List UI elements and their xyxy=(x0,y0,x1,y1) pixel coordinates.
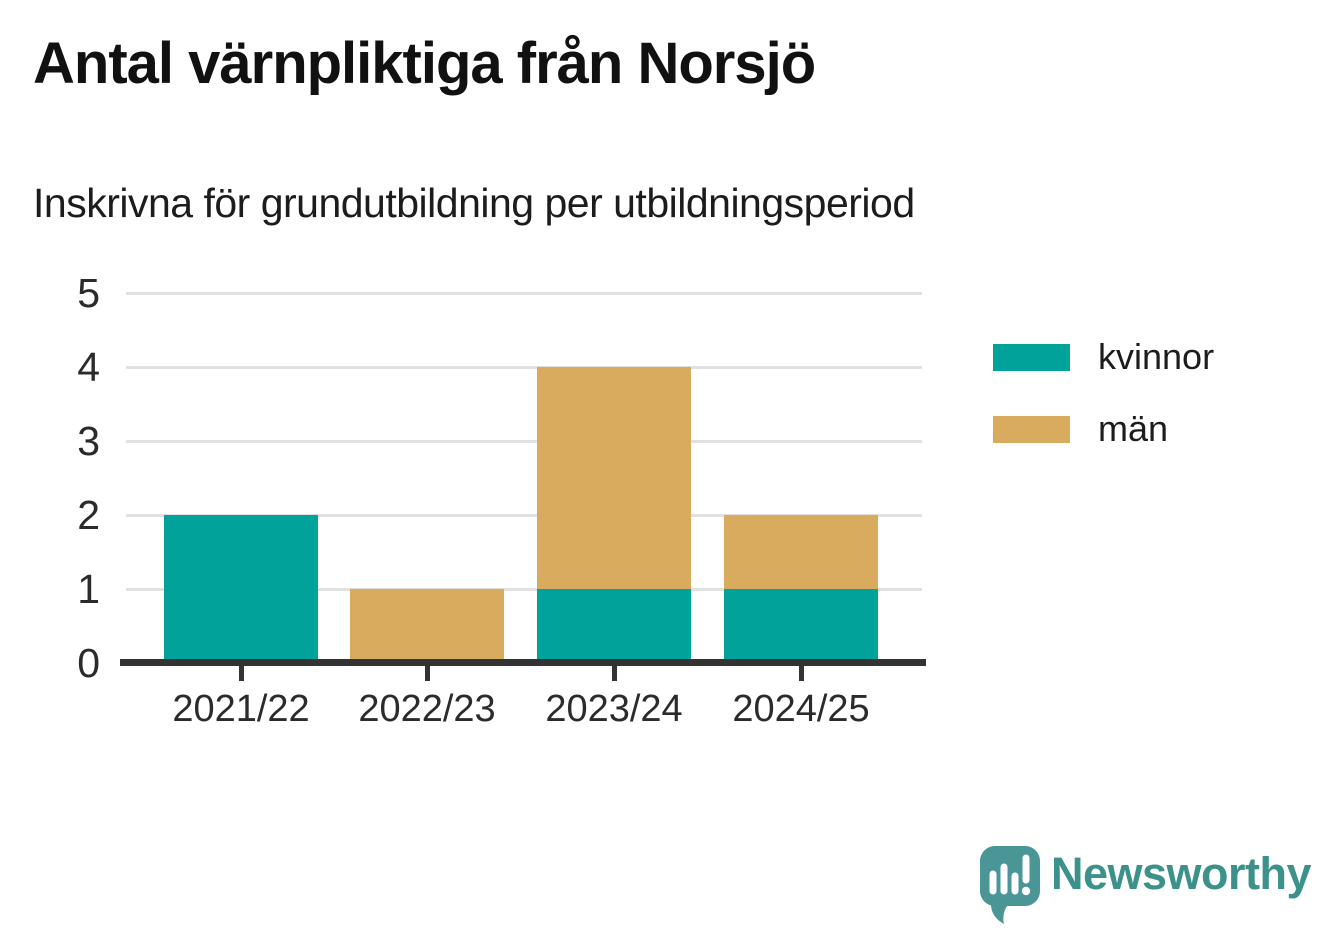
chart-title: Antal värnpliktiga från Norsjö xyxy=(33,31,816,96)
bar-group-2024/25 xyxy=(724,515,878,663)
y-tick-label: 2 xyxy=(77,492,100,538)
logo-bubble xyxy=(980,846,1040,906)
x-tick xyxy=(611,666,617,681)
logo-bars xyxy=(989,854,1030,895)
y-tick-label: 3 xyxy=(77,418,100,464)
brand-name: Newsworthy xyxy=(1051,848,1312,899)
bar-segment-män-2022/23 xyxy=(350,589,504,663)
bar-group-2021/22 xyxy=(164,515,318,663)
logo-bubble-tail xyxy=(991,894,1012,924)
y-tick-label: 4 xyxy=(77,344,100,390)
bar-segment-kvinnor-2024/25 xyxy=(724,589,878,663)
x-axis-line xyxy=(120,659,926,666)
bar-segment-kvinnor-2023/24 xyxy=(537,589,691,663)
y-axis-labels: 0 1 2 3 4 5 xyxy=(0,270,100,686)
y-gridline xyxy=(126,439,922,443)
legend-row-kvinnor: kvinnor xyxy=(993,336,1214,378)
logo-exclamation-dot xyxy=(1021,886,1031,896)
plot-area: 2021/22 2022/23 2023/24 2024/25 xyxy=(120,291,926,730)
bar-segment-män-2024/25 xyxy=(724,515,878,589)
bar-segment-män-2023/24 xyxy=(537,367,691,589)
legend: kvinnor män xyxy=(993,336,1214,480)
y-gridline xyxy=(126,587,922,591)
x-tick-label: 2021/22 xyxy=(172,688,310,730)
bar-group-2023/24 xyxy=(537,367,691,663)
legend-swatch-män xyxy=(993,415,1070,443)
bar-group-2022/23 xyxy=(350,589,504,663)
newsworthy-logo-icon xyxy=(980,846,1040,924)
x-tick xyxy=(238,666,244,681)
x-tick xyxy=(798,666,804,681)
legend-label: kvinnor xyxy=(1098,336,1215,377)
y-gridline xyxy=(126,365,922,369)
x-tick xyxy=(424,666,430,681)
legend-row-män: män xyxy=(993,408,1214,450)
y-tick-label: 0 xyxy=(77,640,100,686)
y-gridline xyxy=(126,291,922,295)
y-gridline xyxy=(126,513,922,517)
x-tick-label: 2022/23 xyxy=(358,688,496,730)
bar-segment-kvinnor-2021/22 xyxy=(164,515,318,663)
chart-subtitle: Inskrivna för grundutbildning per utbild… xyxy=(33,180,915,226)
y-tick-label: 1 xyxy=(77,566,100,612)
y-tick-label: 5 xyxy=(77,270,100,316)
legend-label: män xyxy=(1098,408,1169,449)
brand: Newsworthy xyxy=(977,844,1312,926)
x-tick-label: 2024/25 xyxy=(732,688,870,730)
x-tick-label: 2023/24 xyxy=(545,688,683,730)
legend-swatch-kvinnor xyxy=(993,343,1070,371)
